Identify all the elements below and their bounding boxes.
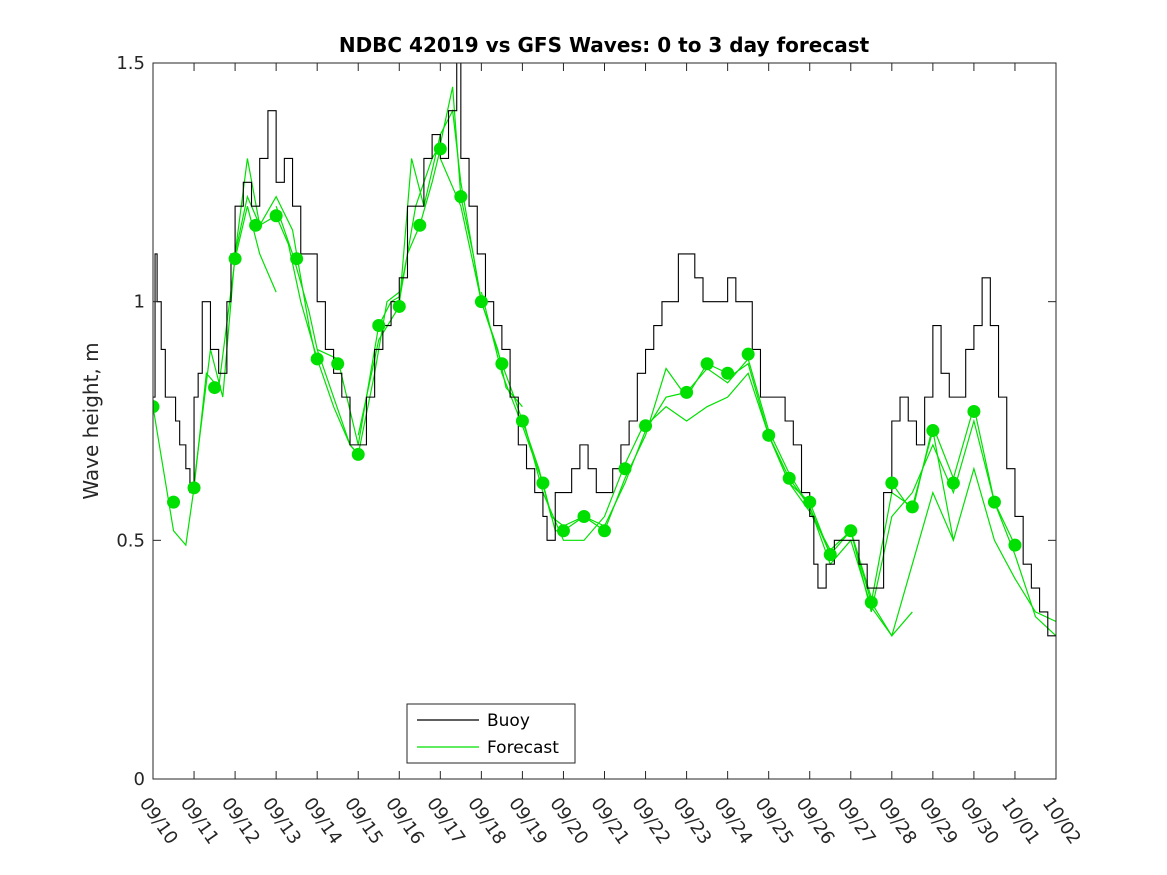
forecast-point	[803, 495, 817, 509]
forecast-point	[167, 495, 181, 509]
forecast-point	[680, 385, 694, 399]
forecast-point	[331, 357, 345, 371]
forecast-point	[474, 295, 488, 309]
forecast-point	[905, 500, 919, 514]
legend-box	[406, 703, 576, 764]
chart-title: NDBC 42019 vs GFS Waves: 0 to 3 day fore…	[339, 33, 870, 57]
forecast-point	[187, 481, 201, 495]
forecast-point	[844, 524, 858, 538]
forecast-point	[413, 218, 427, 232]
forecast-run-line	[850, 418, 1016, 613]
forecast-point	[290, 252, 304, 266]
forecast-point	[741, 347, 755, 361]
forecast-run-line	[316, 148, 441, 446]
legend-label: Buoy	[487, 711, 530, 731]
forecast-point	[946, 476, 960, 490]
forecast-point	[721, 366, 735, 380]
forecast-point	[372, 319, 386, 333]
forecast-point	[782, 471, 796, 485]
forecast-point	[1008, 538, 1022, 552]
forecast-run-line	[870, 466, 1056, 638]
forecast-point	[269, 209, 283, 223]
forecast-point	[864, 595, 878, 609]
forecast-point	[208, 381, 222, 395]
forecast-point	[351, 447, 365, 461]
buoy-series-line	[153, 63, 1056, 637]
forecast-point	[556, 524, 570, 538]
forecast-point	[536, 476, 550, 490]
forecast-point	[700, 357, 714, 371]
forecast-run-line	[357, 108, 482, 436]
y-tick-label: 1	[134, 292, 145, 313]
forecast-point	[926, 424, 940, 438]
forecast-point	[885, 476, 899, 490]
forecast-point	[577, 509, 591, 523]
forecast-point	[392, 299, 406, 313]
forecast-point	[987, 495, 1001, 509]
plot-area	[153, 63, 1056, 779]
forecast-point	[249, 218, 263, 232]
forecast-point	[762, 428, 776, 442]
forecast-run-line	[193, 158, 318, 484]
plot-background	[153, 63, 1056, 779]
forecast-point	[433, 142, 447, 156]
forecast-point	[153, 400, 160, 414]
y-axis-label: Wave height, m	[79, 342, 103, 499]
legend: Buoy Forecast	[406, 703, 576, 764]
forecast-point	[618, 462, 632, 476]
forecast-point	[310, 352, 324, 366]
y-tick-label: 0.5	[116, 530, 145, 551]
forecast-point	[228, 252, 242, 266]
y-tick-label: 0	[134, 769, 145, 790]
forecast-point	[515, 414, 529, 428]
forecast-run-line	[234, 194, 359, 455]
y-tick-label: 1.5	[116, 53, 145, 74]
forecast-point	[454, 190, 468, 204]
forecast-point	[823, 548, 837, 562]
forecast-point	[598, 524, 611, 538]
forecast-point	[639, 419, 653, 433]
forecast-point	[967, 404, 981, 418]
legend-label: Forecast	[487, 738, 559, 758]
forecast-point	[495, 357, 509, 371]
